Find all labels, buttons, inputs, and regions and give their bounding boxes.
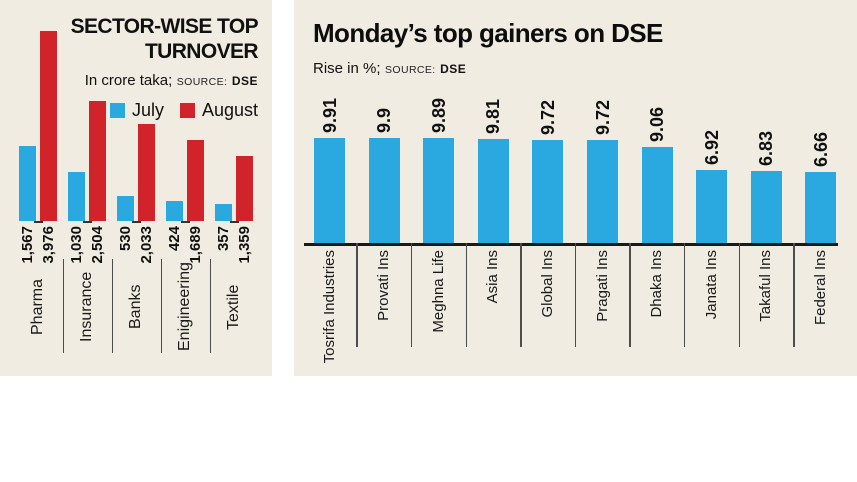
category-label-pragati-ins: Pragati Ins [593, 250, 611, 322]
baseline-tick-enigineering [181, 221, 190, 223]
right-chart-source-label: SOURCE: [384, 64, 436, 76]
value-label-enigineering-august: 1,689 [187, 226, 204, 264]
category-separator-line [160, 259, 162, 353]
value-label-janata-ins: 6.92 [701, 129, 722, 165]
baseline-tick-banks [132, 221, 141, 223]
category-separator-line [410, 243, 413, 347]
bar-banks-august [138, 123, 155, 221]
right-chart-subtitle: Rise in %; SOURCE: DSE [313, 60, 466, 78]
legend-item-august: August [179, 100, 258, 121]
bar-enigineering-july [166, 200, 183, 221]
category-label-janata-ins: Janata Ins [702, 250, 720, 320]
right-chart-plot-area: 9.91 Tosrifa Industries 9.9 Provati Ins 9.89… [294, 0, 857, 376]
left-chart-title: SECTOR-WISE TOP TURNOVER [70, 14, 259, 64]
bar-pharma-july [19, 146, 36, 221]
category-label-federal-ins: Federal Ins [811, 250, 829, 326]
value-label-takaful-ins: 6.83 [756, 130, 777, 166]
sector-turnover-chart-panel: SECTOR-WISE TOP TURNOVER In crore taka; … [0, 0, 272, 376]
category-label-tosrifa-industries: Tosrifa Industries [320, 250, 338, 364]
value-label-banks-july: 530 [117, 226, 134, 252]
category-separator-line [356, 243, 358, 347]
right-chart-title: Monday’s top gainers on DSE [313, 18, 663, 48]
left-chart-title-line1: SECTOR-WISE TOP [70, 15, 259, 38]
bar-takaful-ins [750, 170, 782, 243]
category-label-enigineering: Enigineering [176, 262, 193, 352]
value-label-asia-ins: 9.81 [483, 99, 504, 135]
baseline-tick-pharma [34, 221, 43, 223]
category-label-takaful-ins: Takaful Ins [757, 250, 775, 322]
category-separator-line [629, 243, 631, 347]
value-label-banks-august: 2,033 [138, 226, 155, 264]
category-label-global-ins: Global Ins [538, 250, 556, 318]
bar-insurance-august [89, 101, 106, 221]
bar-textile-august [236, 156, 253, 221]
value-label-tosrifa-industries: 9.91 [319, 97, 340, 133]
bar-global-ins [532, 140, 564, 243]
category-separator-line [793, 243, 795, 347]
value-label-insurance-july: 1,030 [68, 226, 85, 264]
bar-asia-ins [477, 139, 509, 243]
bar-tosrifa-industries [314, 138, 345, 243]
value-label-pharma-august: 3,976 [40, 226, 57, 264]
legend-swatch-july [109, 103, 125, 118]
right-chart-unit-label: Rise in %; [313, 60, 381, 77]
category-label-insurance: Insurance [78, 271, 95, 343]
legend-item-july: July [109, 100, 164, 121]
baseline-tick-textile [230, 221, 239, 223]
category-label-asia-ins: Asia Ins [484, 250, 502, 304]
value-label-meghna-life: 9.89 [428, 98, 449, 134]
bar-enigineering-august [187, 140, 204, 221]
value-label-pharma-july: 1,567 [19, 226, 36, 264]
bar-pharma-august [40, 31, 57, 221]
category-separator-line [465, 243, 467, 347]
legend-label-august: August [201, 100, 258, 120]
category-label-banks: Banks [127, 284, 144, 330]
value-label-federal-ins: 6.66 [810, 132, 831, 168]
right-chart-source-value: DSE [440, 62, 467, 76]
baseline-tick-insurance [83, 221, 92, 223]
bar-dhaka-ins [641, 147, 673, 243]
category-separator-line [62, 259, 64, 353]
left-chart-source-value: DSE [231, 74, 258, 88]
bar-banks-july [117, 195, 134, 221]
category-label-pharma: Pharma [29, 278, 46, 336]
bar-insurance-july [68, 171, 85, 221]
bar-federal-ins [805, 172, 837, 243]
legend-swatch-august [179, 103, 195, 118]
bar-provati-ins [368, 138, 400, 243]
value-label-textile-july: 357 [215, 226, 232, 252]
left-chart-source-label: SOURCE: [176, 76, 228, 88]
category-label-dhaka-ins: Dhaka Ins [648, 250, 666, 318]
category-separator-line [111, 259, 113, 353]
category-label-textile: Textile [225, 284, 242, 330]
top-gainers-chart-panel: Monday’s top gainers on DSE Rise in %; S… [294, 0, 857, 376]
value-label-textile-august: 1,359 [236, 226, 253, 264]
category-separator-line [574, 243, 577, 347]
category-label-meghna-life: Meghna Life [429, 250, 447, 333]
category-separator-line [520, 243, 522, 347]
bar-meghna-life [423, 138, 455, 243]
value-label-enigineering-july: 424 [166, 226, 183, 252]
bar-janata-ins [696, 169, 728, 243]
left-chart-legend: July August [109, 100, 258, 121]
value-label-global-ins: 9.72 [537, 99, 558, 136]
legend-label-july: July [131, 100, 164, 120]
bar-textile-july [215, 203, 232, 221]
left-chart-subtitle: In crore taka; SOURCE: DSE [85, 72, 258, 90]
value-label-provati-ins: 9.9 [374, 108, 395, 134]
value-label-dhaka-ins: 9.06 [647, 106, 668, 143]
category-label-provati-ins: Provati Ins [375, 250, 393, 321]
category-separator-line [209, 259, 211, 353]
category-separator-line [738, 243, 740, 347]
left-chart-title-line2: TURNOVER [144, 40, 259, 63]
value-label-insurance-august: 2,504 [89, 226, 106, 264]
right-chart-baseline [304, 243, 838, 246]
bar-pragati-ins [587, 140, 618, 243]
category-separator-line [683, 243, 686, 347]
left-chart-unit-label: In crore taka; [84, 72, 173, 89]
left-chart-plot-area: 1,567 3,976 Pharma 1,030 2,504 Insurance 530 2,… [0, 0, 272, 376]
value-label-pragati-ins: 9.72 [592, 99, 613, 136]
